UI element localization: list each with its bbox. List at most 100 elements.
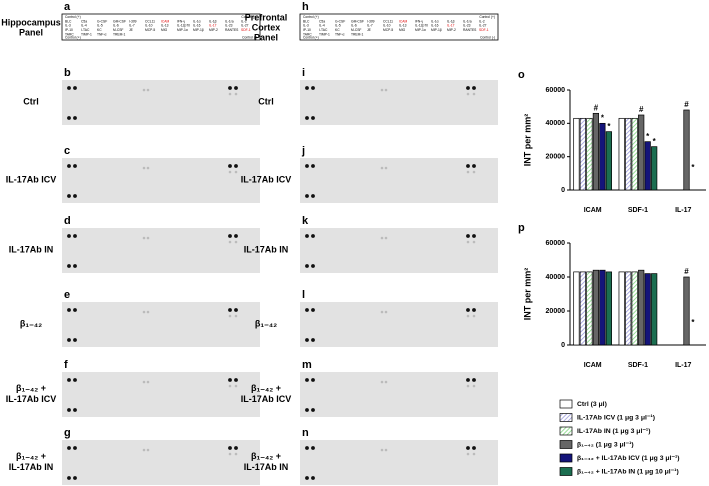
map-cell: IL-13 bbox=[161, 24, 169, 28]
map-cell: I-309 bbox=[367, 19, 375, 23]
legend-label: IL-17Ab ICV (1 μg 3 μl⁻¹) bbox=[577, 414, 655, 421]
blot-spot bbox=[142, 380, 146, 384]
condition-label: IL-17Ab ICV bbox=[6, 174, 57, 184]
y-axis-label: INT per mm² bbox=[522, 268, 532, 321]
map-cell: MCP-5 bbox=[383, 28, 393, 32]
map-cell: C5a bbox=[81, 19, 87, 23]
bar bbox=[651, 273, 658, 346]
map-cell: TNF-α bbox=[335, 32, 345, 36]
blot-spot bbox=[67, 86, 71, 90]
map-cell: IL-1ra bbox=[225, 19, 234, 23]
condition-label: IL-17Ab ICV bbox=[241, 174, 292, 184]
significance-marker: # bbox=[684, 267, 689, 276]
array-map-box bbox=[299, 13, 499, 41]
blot-spot bbox=[146, 236, 150, 240]
map-corner: Control (+) bbox=[65, 15, 81, 19]
map-cell: IP-10 bbox=[65, 28, 73, 32]
legend-swatch bbox=[559, 413, 573, 422]
map-cell: G-CSF bbox=[97, 19, 107, 23]
blot-spot bbox=[305, 338, 309, 342]
blot-spot bbox=[311, 234, 315, 238]
legend-swatch bbox=[559, 426, 573, 436]
condition-label: IL-17Ab IN bbox=[9, 244, 54, 254]
map-cell: MIP-2 bbox=[447, 28, 456, 32]
map-cell: CCL11 bbox=[383, 19, 393, 23]
significance-marker: # bbox=[684, 100, 689, 109]
blot-spot bbox=[234, 452, 238, 456]
map-cell: IL-6 bbox=[351, 24, 357, 28]
blot bbox=[300, 440, 498, 485]
bar bbox=[651, 146, 658, 191]
blot-spot bbox=[234, 308, 238, 312]
legend-swatch bbox=[559, 399, 573, 409]
blot-spot bbox=[311, 446, 315, 450]
y-tick-label: 20000 bbox=[546, 308, 566, 315]
panel-title: Panel bbox=[19, 27, 43, 37]
blot-spot bbox=[311, 378, 315, 382]
blot-spot bbox=[472, 446, 476, 450]
map-cell: IL-17 bbox=[209, 24, 217, 28]
condition-label: IL-17Ab IN bbox=[9, 462, 54, 472]
blot-spot bbox=[146, 380, 150, 384]
blot-spot bbox=[305, 194, 309, 198]
blot-spot bbox=[311, 164, 315, 168]
blot-spot bbox=[73, 264, 77, 268]
blot-spot bbox=[228, 452, 232, 456]
blot-spot bbox=[234, 384, 238, 388]
map-cell: IL-6 bbox=[113, 24, 119, 28]
blot-spot bbox=[380, 166, 384, 170]
map-cell: G-CSF bbox=[335, 19, 345, 23]
blot-spot bbox=[466, 446, 470, 450]
blot-spot bbox=[73, 164, 77, 168]
map-cell: MCP-5 bbox=[145, 28, 155, 32]
blot-spot bbox=[234, 446, 238, 450]
blot bbox=[62, 440, 260, 485]
blot-spot bbox=[305, 116, 309, 120]
y-tick-label: 60000 bbox=[546, 240, 566, 247]
blot-spot bbox=[228, 384, 232, 388]
blot-spot bbox=[73, 476, 77, 480]
blot-spot bbox=[73, 194, 77, 198]
significance-marker: # bbox=[639, 105, 644, 114]
blot-spot bbox=[305, 164, 309, 168]
map-cell: TIMP-1 bbox=[81, 32, 92, 36]
map-cell: I-TAC bbox=[319, 28, 328, 32]
blot-spot bbox=[228, 92, 232, 96]
blot-spot bbox=[228, 164, 232, 168]
blot-spot bbox=[228, 378, 232, 382]
blot-spot bbox=[472, 452, 476, 456]
map-cell: GM-CSF bbox=[351, 19, 364, 23]
panel-letter: n bbox=[302, 427, 309, 439]
map-cell: IL-12p70 bbox=[415, 24, 428, 28]
panel-letter: j bbox=[301, 145, 305, 157]
map-cell: KC bbox=[335, 28, 340, 32]
map-corner: Control (+) bbox=[241, 15, 257, 19]
bar bbox=[605, 271, 612, 346]
blot-spot bbox=[472, 240, 476, 244]
map-cell: ICAM bbox=[399, 19, 407, 23]
bar bbox=[599, 269, 606, 346]
map-cell: M-CSF bbox=[351, 28, 361, 32]
panel-letter: i bbox=[302, 67, 305, 79]
blot bbox=[300, 228, 498, 273]
blot-spot bbox=[67, 446, 71, 450]
y-tick-label: 0 bbox=[561, 342, 565, 349]
blot-spot bbox=[380, 380, 384, 384]
significance-marker: * bbox=[691, 163, 695, 172]
blot-spot bbox=[234, 378, 238, 382]
blot-spot bbox=[234, 92, 238, 96]
blot-spot bbox=[466, 378, 470, 382]
blot-spot bbox=[146, 448, 150, 452]
map-cell: I-309 bbox=[129, 19, 137, 23]
map-cell: BLC bbox=[303, 19, 310, 23]
map-cell: IL-3 bbox=[303, 24, 309, 28]
blot-spot bbox=[67, 408, 71, 412]
blot-spot bbox=[472, 234, 476, 238]
blot-spot bbox=[67, 476, 71, 480]
condition-label: β₁₋₄₂ bbox=[20, 318, 42, 328]
blot-spot bbox=[466, 92, 470, 96]
blot-spot bbox=[472, 384, 476, 388]
map-cell: IP-10 bbox=[303, 28, 311, 32]
blot-spot bbox=[234, 314, 238, 318]
map-cell: IL-4 bbox=[81, 24, 87, 28]
